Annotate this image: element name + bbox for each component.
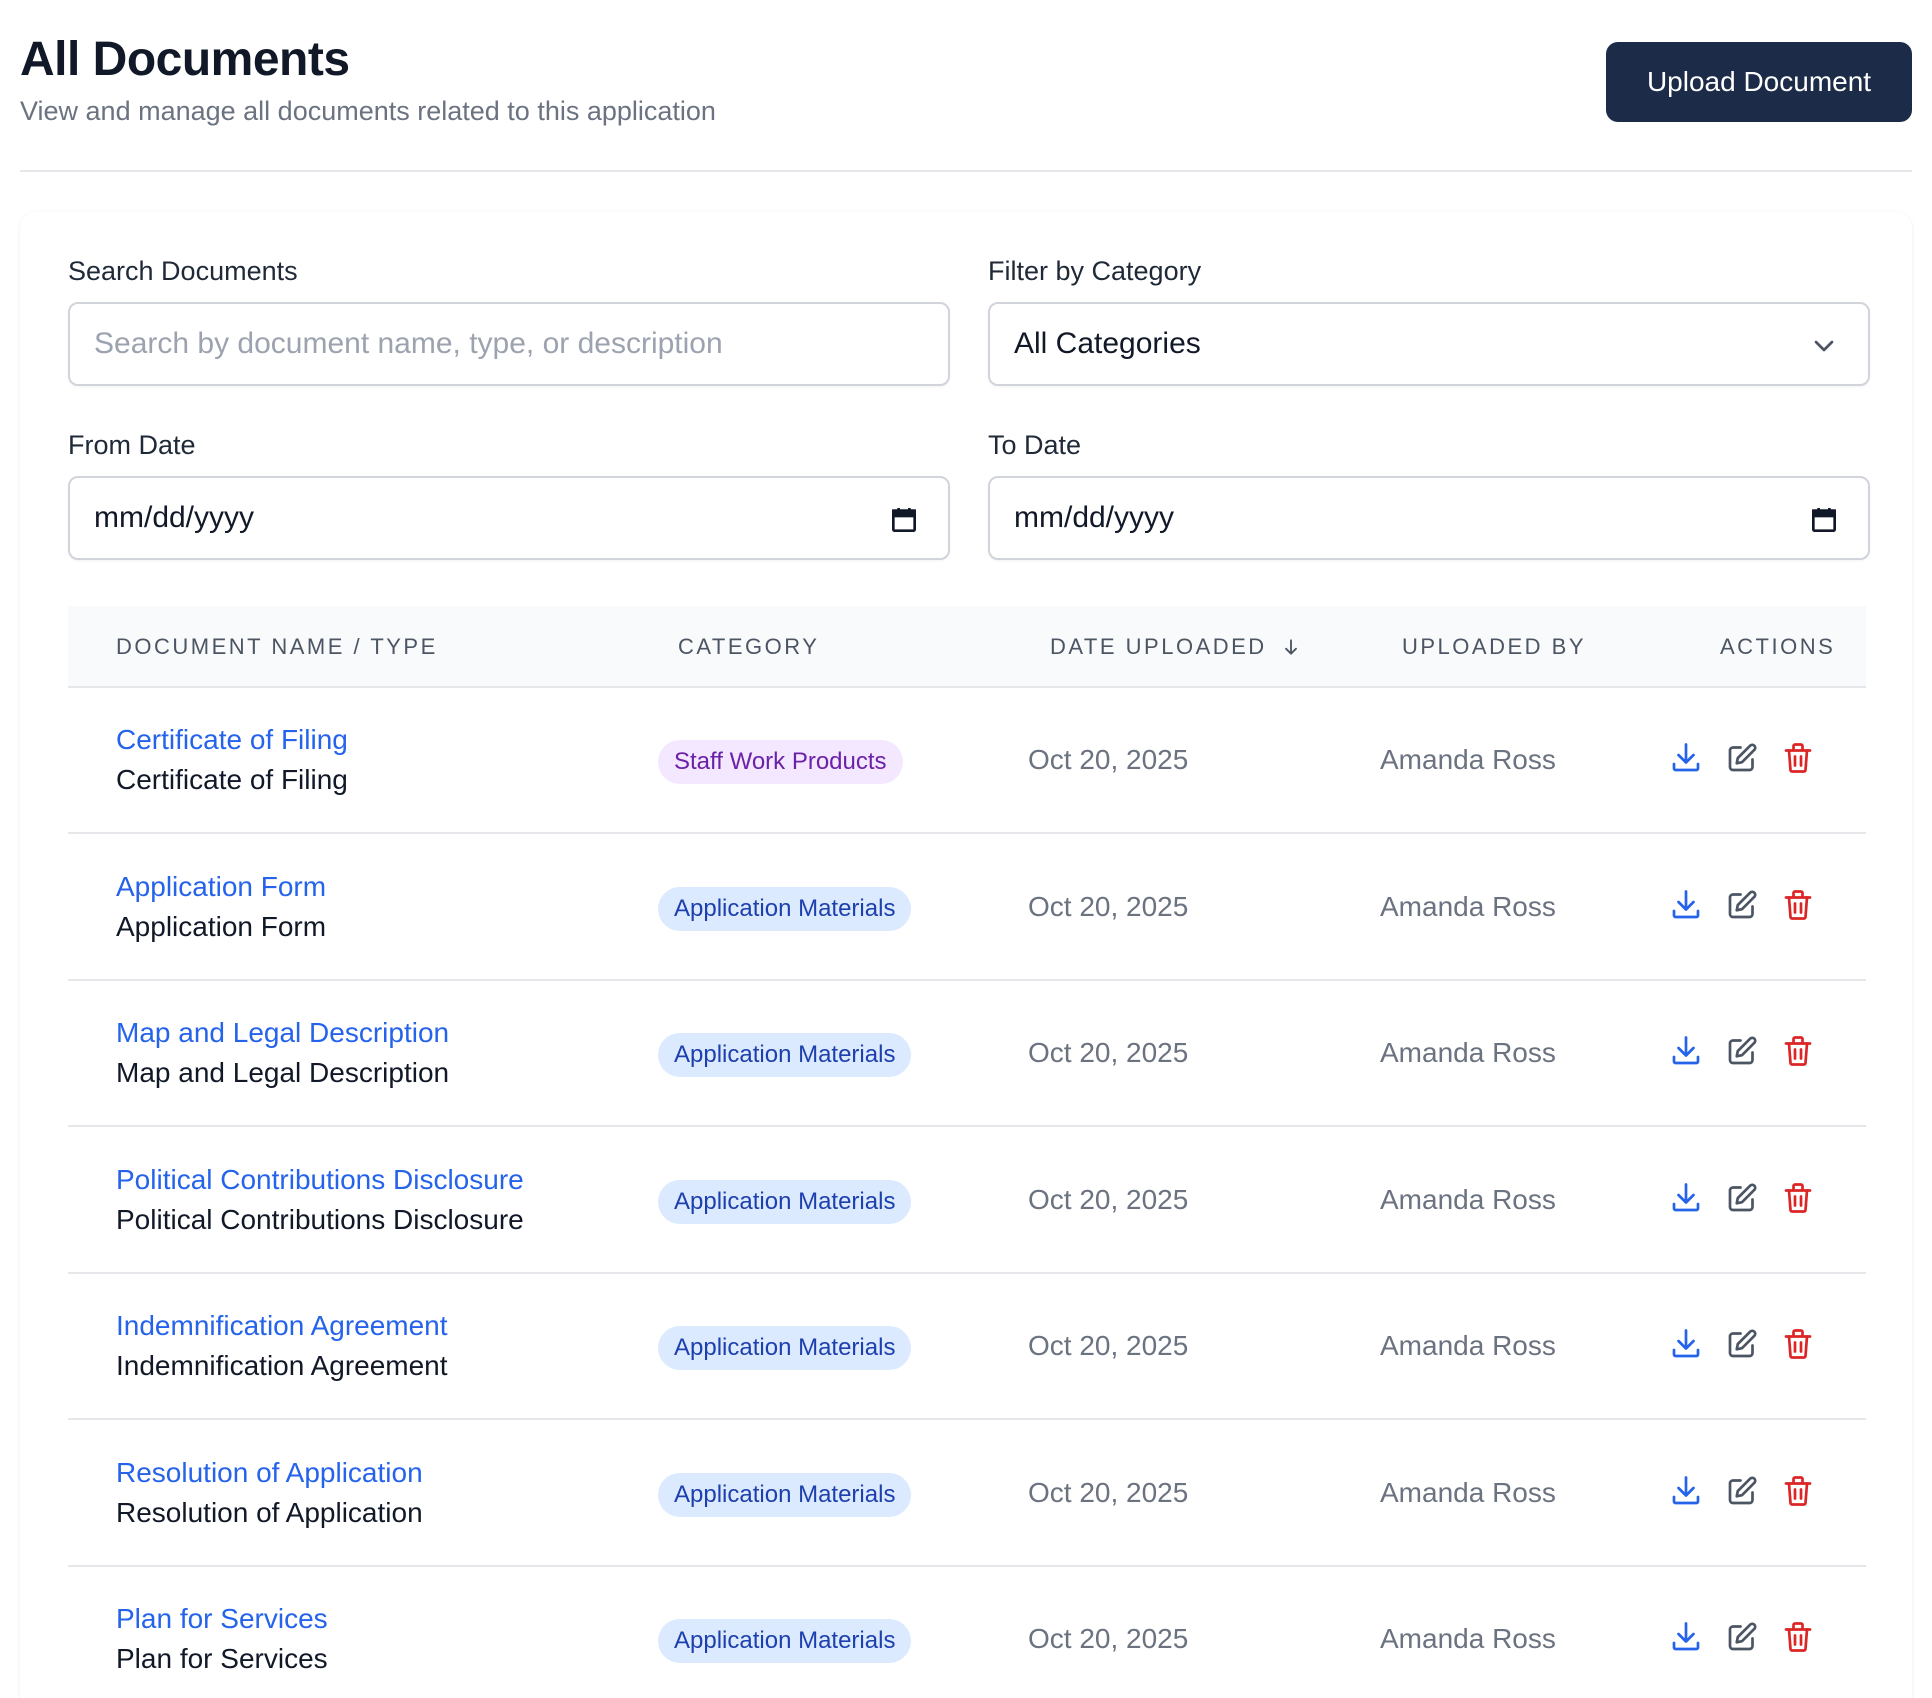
column-header-category[interactable]: CATEGORY	[678, 634, 820, 659]
date-uploaded: Oct 20, 2025	[1028, 1037, 1189, 1068]
trash-icon[interactable]	[1780, 1180, 1816, 1216]
calendar-icon[interactable]	[888, 504, 920, 536]
date-uploaded: Oct 20, 2025	[1028, 1330, 1189, 1361]
category-badge: Staff Work Products	[658, 740, 903, 784]
category-badge: Application Materials	[658, 1179, 912, 1224]
download-icon[interactable]	[1668, 740, 1704, 776]
date-uploaded: Oct 20, 2025	[1028, 1623, 1189, 1654]
from-date-value: mm/dd/yyyy	[94, 501, 255, 534]
document-name-link[interactable]: Indemnification Agreement	[116, 1310, 448, 1341]
row-actions	[1668, 1326, 1816, 1362]
trash-icon[interactable]	[1780, 740, 1816, 776]
uploaded-by: Amanda Ross	[1380, 1623, 1556, 1654]
page-header: All Documents View and manage all docume…	[20, 30, 1912, 172]
download-icon[interactable]	[1668, 1033, 1704, 1069]
column-header-name[interactable]: DOCUMENT NAME / TYPE	[116, 634, 438, 659]
trash-icon[interactable]	[1780, 1473, 1816, 1509]
column-header-actions: ACTIONS	[1720, 634, 1836, 659]
category-badge: Application Materials	[658, 1326, 912, 1370]
document-type: Political Contributions Disclosure	[116, 1203, 524, 1235]
page-title: All Documents	[20, 33, 350, 86]
category-badge: Application Materials	[658, 1033, 912, 1077]
edit-icon[interactable]	[1724, 1326, 1760, 1362]
row-actions	[1668, 1180, 1816, 1216]
edit-icon[interactable]	[1724, 740, 1760, 776]
to-date-label: To Date	[988, 430, 1082, 460]
document-name-link[interactable]: Certificate of Filing	[116, 724, 348, 755]
chevron-down-icon	[1814, 340, 1834, 352]
category-select[interactable]: All Categories	[988, 302, 1870, 386]
document-type: Indemnification Agreement	[116, 1350, 448, 1381]
download-icon[interactable]	[1668, 887, 1704, 923]
calendar-icon[interactable]	[1808, 504, 1840, 536]
document-type: Map and Legal Description	[116, 1057, 450, 1088]
column-header-date[interactable]: DATE UPLOADED	[1050, 634, 1301, 660]
edit-icon[interactable]	[1724, 887, 1760, 923]
document-type: Plan for Services	[116, 1643, 328, 1674]
uploaded-by: Amanda Ross	[1380, 1183, 1556, 1215]
download-icon[interactable]	[1668, 1619, 1704, 1655]
edit-icon[interactable]	[1724, 1473, 1760, 1509]
table-row: Certificate of Filing Certificate of Fili…	[68, 688, 1866, 834]
row-actions	[1668, 1473, 1816, 1509]
row-actions	[1668, 1619, 1816, 1655]
documents-card: Search Documents Search by document name…	[20, 212, 1912, 1698]
uploaded-by: Amanda Ross	[1380, 1476, 1556, 1508]
search-label: Search Documents	[68, 256, 298, 286]
trash-icon[interactable]	[1780, 1033, 1816, 1069]
table-row: Application Form Application Form Applicat…	[68, 835, 1866, 981]
column-header-uploaded-by[interactable]: UPLOADED BY	[1402, 634, 1586, 659]
document-type: Certificate of Filing	[116, 764, 348, 795]
category-badge: Application Materials	[658, 1472, 912, 1517]
document-type: Application Form	[116, 910, 327, 942]
to-date-value: mm/dd/yyyy	[1014, 501, 1175, 534]
document-name-link[interactable]: Plan for Services	[116, 1603, 328, 1634]
table-row: Plan for Services Plan for Services Applic…	[68, 1567, 1866, 1698]
category-label: Filter by Category	[988, 256, 1202, 286]
arrow-down-icon	[1284, 639, 1297, 655]
uploaded-by: Amanda Ross	[1380, 890, 1556, 922]
upload-document-button[interactable]: Upload Document	[1606, 42, 1912, 122]
row-actions	[1668, 1033, 1816, 1069]
table-row: Political Contributions Disclosure Politi…	[68, 1128, 1866, 1274]
edit-icon[interactable]	[1724, 1033, 1760, 1069]
date-uploaded: Oct 20, 2025	[1028, 744, 1189, 775]
edit-icon[interactable]	[1724, 1180, 1760, 1216]
to-date-input[interactable]: mm/dd/yyyy	[988, 476, 1870, 560]
trash-icon[interactable]	[1780, 1326, 1816, 1362]
date-uploaded: Oct 20, 2025	[1028, 1183, 1189, 1215]
download-icon[interactable]	[1668, 1326, 1704, 1362]
document-name-link[interactable]: Resolution of Application	[116, 1456, 423, 1488]
category-badge: Application Materials	[658, 1619, 912, 1663]
trash-icon[interactable]	[1780, 1619, 1816, 1655]
trash-icon[interactable]	[1780, 887, 1816, 923]
table-row: Map and Legal Description Map and Legal D…	[68, 981, 1866, 1127]
download-icon[interactable]	[1668, 1180, 1704, 1216]
document-type: Resolution of Application	[116, 1496, 423, 1528]
row-actions	[1668, 887, 1816, 923]
download-icon[interactable]	[1668, 1473, 1704, 1509]
uploaded-by: Amanda Ross	[1380, 1330, 1556, 1361]
uploaded-by: Amanda Ross	[1380, 1037, 1556, 1068]
uploaded-by: Amanda Ross	[1380, 744, 1556, 775]
document-name-link[interactable]: Political Contributions Disclosure	[116, 1163, 524, 1195]
search-placeholder: Search by document name, type, or descri…	[94, 327, 723, 360]
page-subtitle: View and manage all documents related to…	[20, 96, 716, 126]
from-date-input[interactable]: mm/dd/yyyy	[68, 476, 950, 560]
date-uploaded: Oct 20, 2025	[1028, 1476, 1189, 1508]
table-header: DOCUMENT NAME / TYPE CATEGORY DATE UPLOA…	[68, 606, 1866, 688]
table-row: Resolution of Application Resolution of A…	[68, 1421, 1866, 1567]
search-input[interactable]: Search by document name, type, or descri…	[68, 302, 950, 386]
category-selected-value: All Categories	[1014, 327, 1201, 360]
document-name-link[interactable]: Map and Legal Description	[116, 1017, 450, 1048]
from-date-label: From Date	[68, 430, 196, 460]
edit-icon[interactable]	[1724, 1619, 1760, 1655]
category-badge: Application Materials	[658, 886, 912, 931]
document-name-link[interactable]: Application Form	[116, 870, 327, 902]
table-row: Indemnification Agreement Indemnification…	[68, 1274, 1866, 1420]
date-uploaded: Oct 20, 2025	[1028, 890, 1189, 922]
row-actions	[1668, 740, 1816, 776]
